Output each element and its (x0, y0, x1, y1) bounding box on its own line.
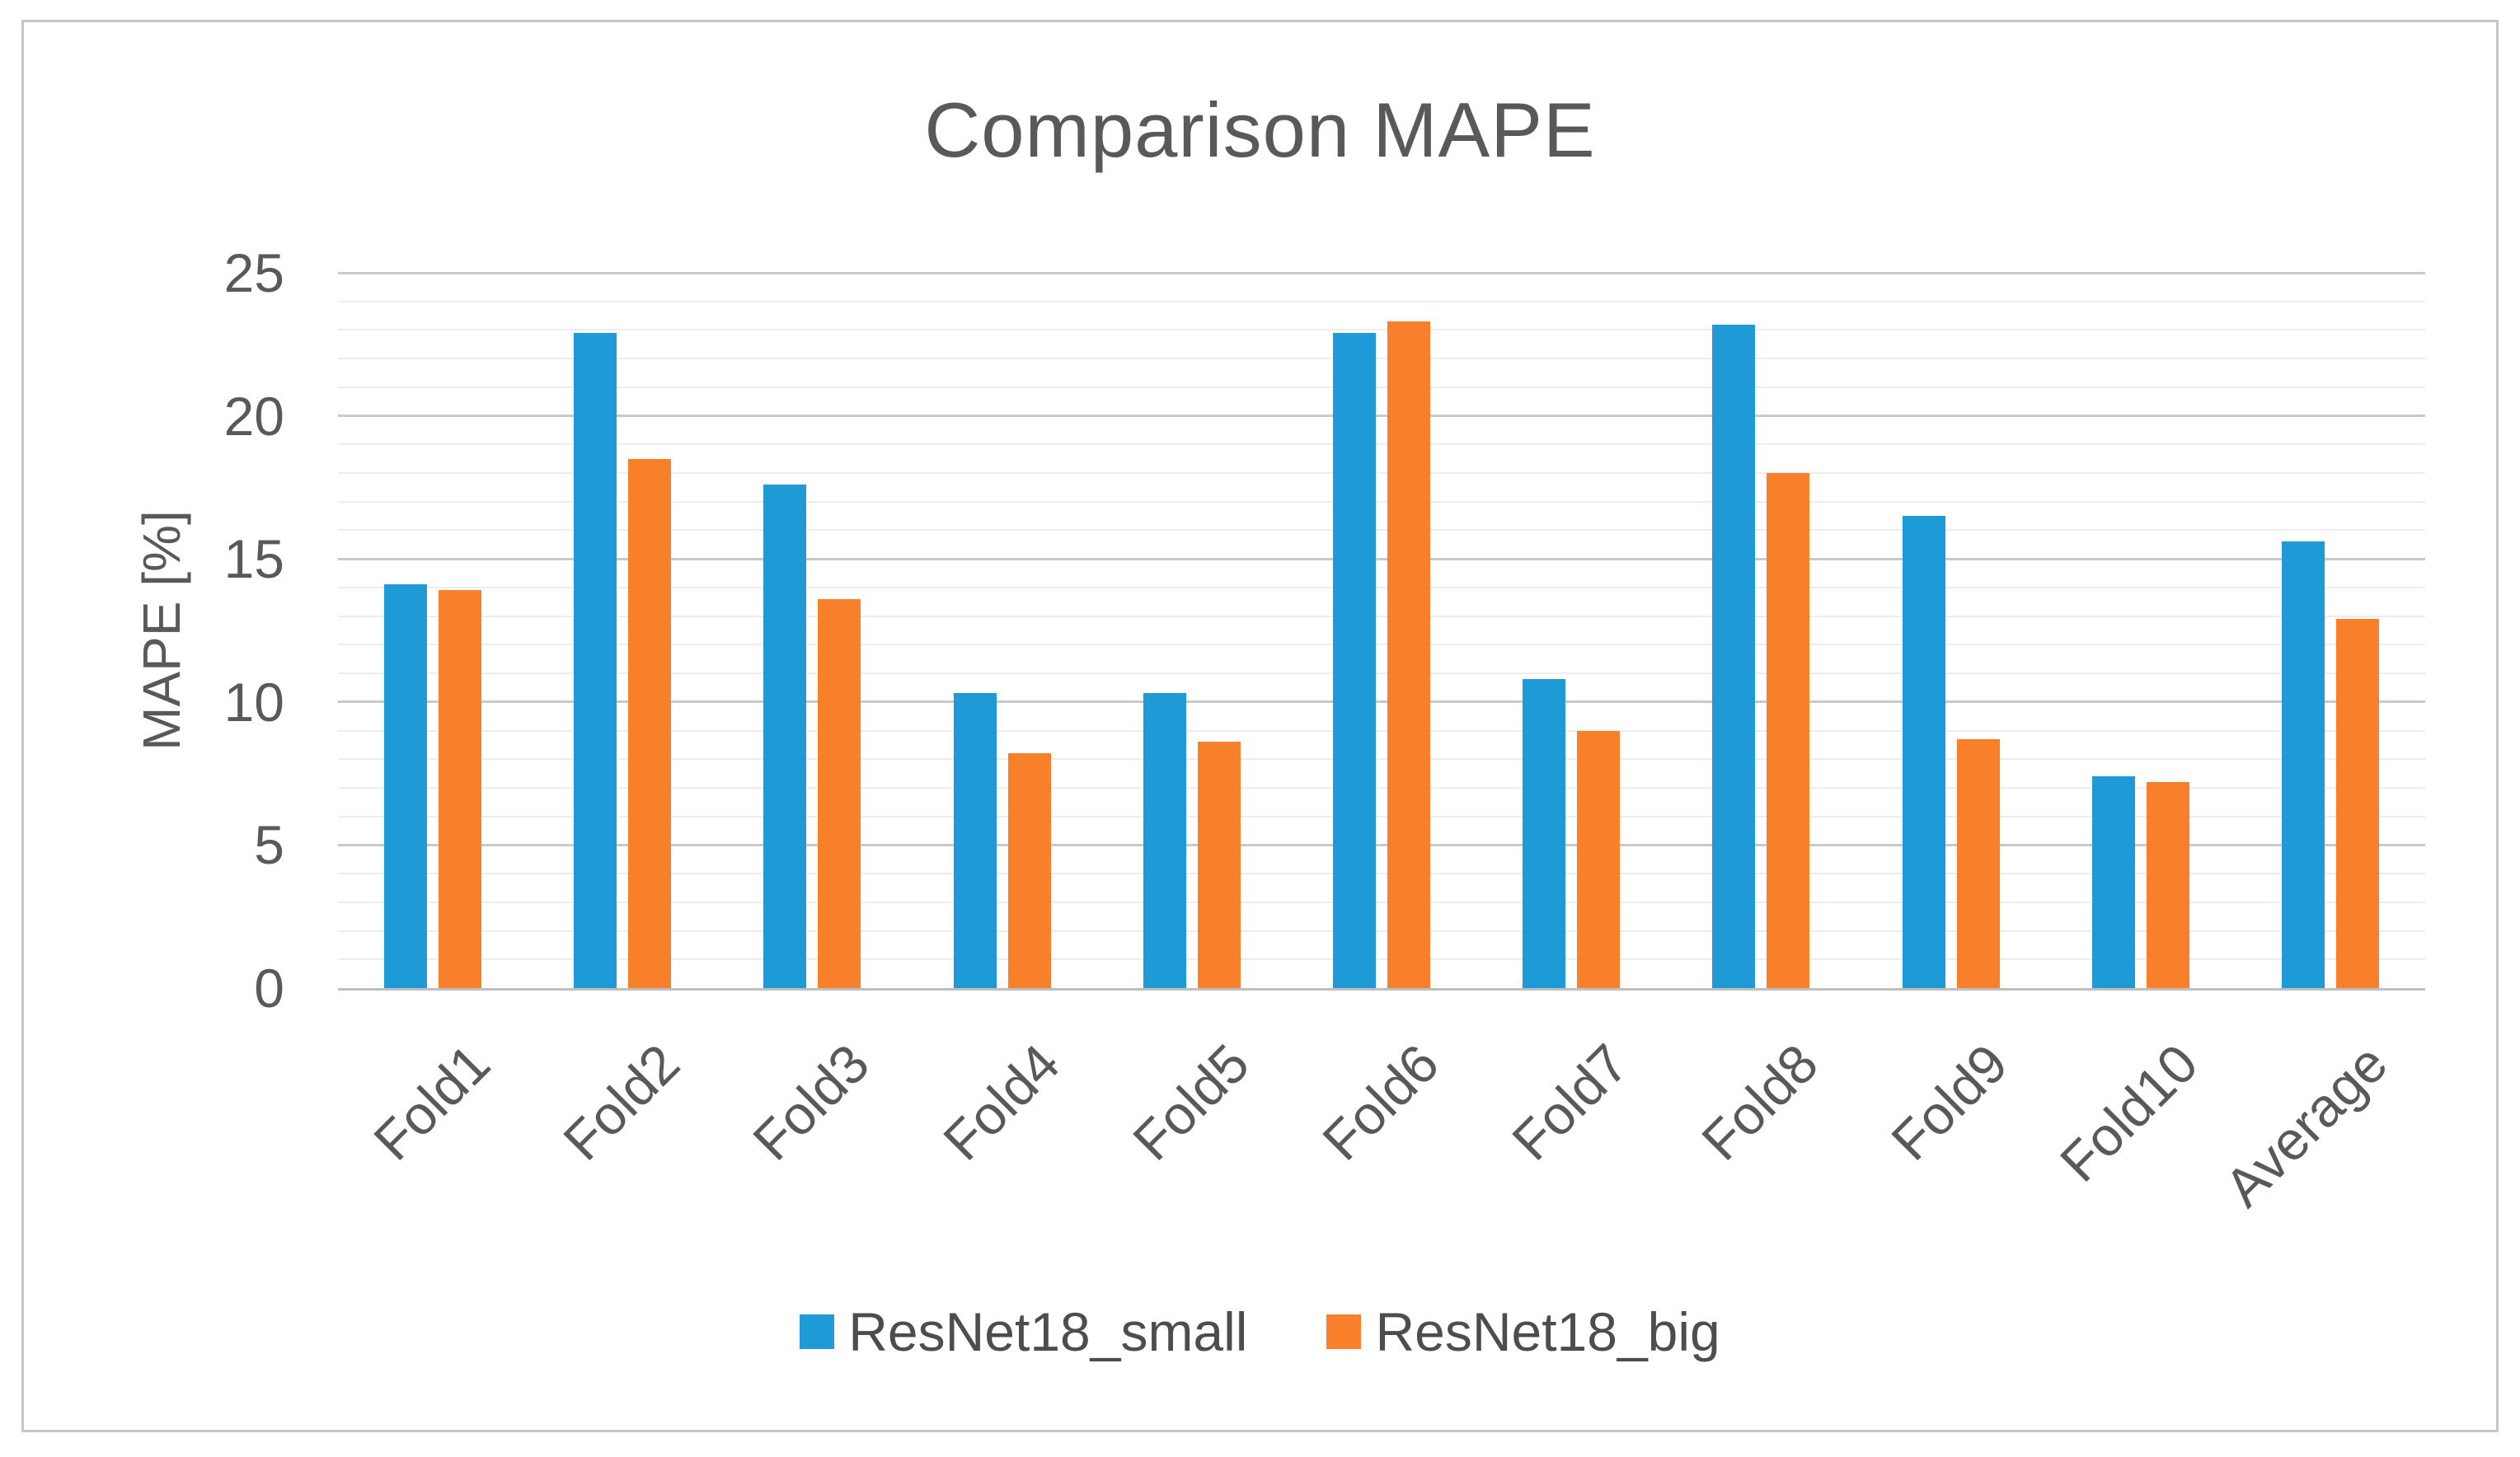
bar-resnet18-small-average (2281, 541, 2325, 988)
minor-gridline-13 (338, 615, 2425, 617)
x-label-fold5: Fold5 (1120, 1032, 1260, 1172)
minor-gridline-17 (338, 500, 2425, 503)
bar-resnet18-big-average (2335, 619, 2379, 988)
bar-resnet18-big-fold1 (439, 590, 482, 988)
minor-gridline-2 (338, 930, 2425, 932)
minor-gridline-18 (338, 472, 2425, 475)
y-tick-label-5: 5 (254, 814, 284, 876)
minor-gridline-7 (338, 786, 2425, 789)
bar-resnet18-small-fold8 (1712, 324, 1756, 988)
legend-label-resnet18-small: ResNet18_small (848, 1301, 1248, 1362)
bar-resnet18-big-fold8 (1767, 473, 1810, 988)
minor-gridline-11 (338, 672, 2425, 675)
bar-resnet18-big-fold5 (1197, 742, 1241, 988)
major-gridline-10 (338, 700, 2425, 704)
y-tick-label-20: 20 (223, 385, 284, 447)
y-tick-label-10: 10 (223, 671, 284, 733)
minor-gridline-19 (338, 443, 2425, 446)
x-label-fold6: Fold6 (1310, 1032, 1451, 1172)
major-gridline-20 (338, 415, 2425, 418)
minor-gridline-21 (338, 386, 2425, 388)
x-axis-category-labels: Fold1 Fold2 Fold3 Fold4 Fold5 Fold6 Fold7 Fold8… (338, 1032, 2425, 1279)
bar-resnet18-big-fold3 (818, 598, 861, 988)
bar-resnet18-big-fold6 (1387, 321, 1430, 988)
bar-resnet18-big-fold2 (628, 458, 672, 988)
minor-gridline-8 (338, 758, 2425, 761)
plot-area (338, 271, 2425, 991)
bar-resnet18-small-fold7 (1523, 679, 1566, 988)
bar-resnet18-small-fold4 (953, 693, 997, 988)
minor-gridline-22 (338, 358, 2425, 360)
bar-resnet18-small-fold6 (1333, 332, 1376, 988)
x-label-average: Average (2213, 1032, 2399, 1219)
bar-resnet18-small-fold5 (1143, 693, 1186, 988)
minor-gridline-14 (338, 586, 2425, 588)
x-label-fold9: Fold9 (1879, 1032, 2020, 1172)
x-label-fold3: Fold3 (741, 1032, 881, 1172)
minor-gridline-1 (338, 958, 2425, 961)
major-gridline-5 (338, 843, 2425, 846)
x-label-fold2: Fold2 (551, 1032, 692, 1172)
chart-title: Comparison MAPE (924, 87, 1596, 173)
legend-swatch-resnet18-small (800, 1314, 835, 1349)
bar-resnet18-small-fold3 (763, 484, 807, 988)
minor-gridline-12 (338, 644, 2425, 646)
bar-resnet18-small-fold10 (2091, 776, 2135, 988)
legend-label-resnet18-big: ResNet18_big (1375, 1301, 1720, 1362)
x-label-fold1: Fold1 (362, 1032, 502, 1172)
legend-item-resnet18-big: ResNet18_big (1326, 1305, 1720, 1359)
figure-border (21, 20, 2499, 1432)
x-label-fold7: Fold7 (1500, 1032, 1640, 1172)
y-tick-label-0: 0 (254, 958, 284, 1019)
x-label-fold10: Fold10 (2048, 1032, 2209, 1193)
y-axis-tick-labels: 0 5 10 15 20 25 (0, 246, 284, 1015)
legend: ResNet18_small ResNet18_big (0, 1305, 2520, 1359)
minor-gridline-23 (338, 329, 2425, 331)
bar-resnet18-big-fold10 (2146, 782, 2189, 988)
bar-resnet18-big-fold7 (1577, 730, 1621, 988)
major-gridline-15 (338, 557, 2425, 560)
x-label-fold8: Fold8 (1690, 1032, 1830, 1172)
y-tick-label-15: 15 (223, 528, 284, 590)
y-tick-label-25: 25 (223, 242, 284, 303)
bar-resnet18-big-fold4 (1007, 753, 1051, 988)
bar-resnet18-small-fold9 (1902, 516, 1945, 988)
minor-gridline-6 (338, 815, 2425, 818)
legend-item-resnet18-small: ResNet18_small (800, 1305, 1247, 1359)
minor-gridline-9 (338, 729, 2425, 732)
legend-swatch-resnet18-big (1326, 1314, 1362, 1349)
minor-gridline-4 (338, 873, 2425, 875)
minor-gridline-3 (338, 901, 2425, 903)
minor-gridline-24 (338, 300, 2425, 302)
bar-resnet18-big-fold9 (1956, 738, 2000, 988)
bar-resnet18-small-fold1 (384, 584, 428, 988)
minor-gridline-16 (338, 529, 2425, 532)
major-gridline-25 (338, 271, 2425, 274)
x-label-fold4: Fold4 (931, 1032, 1071, 1172)
bar-resnet18-small-fold2 (574, 332, 617, 988)
